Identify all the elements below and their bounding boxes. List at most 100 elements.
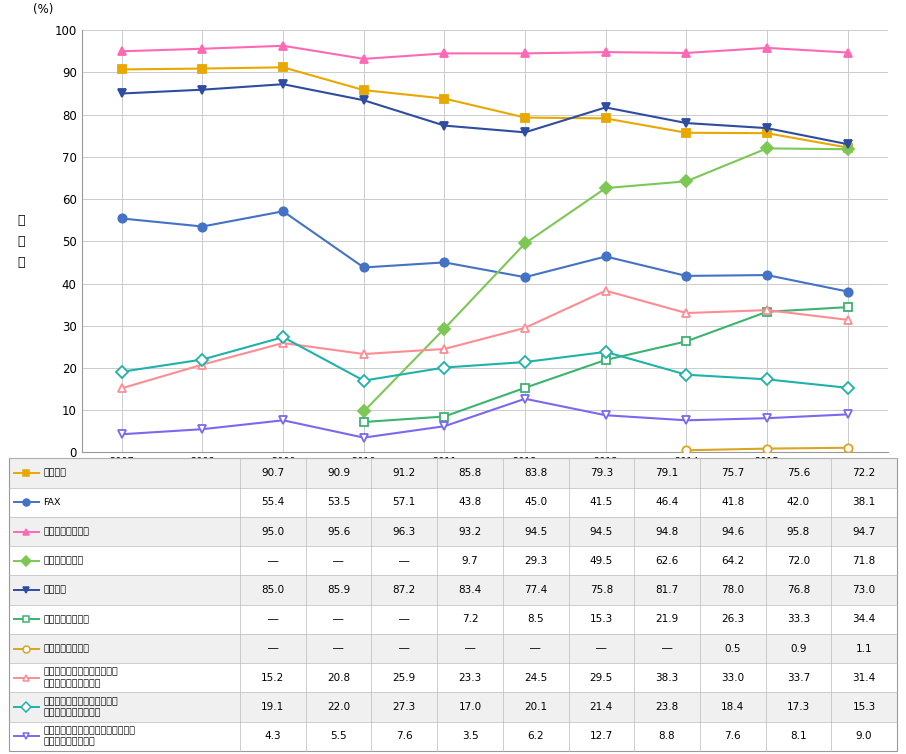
Text: 72.0: 72.0 [786,556,810,566]
Text: 57.1: 57.1 [392,498,416,507]
Text: 15.3: 15.3 [853,702,876,712]
Bar [9,575,897,605]
Text: スマートフォン: スマートフォン [43,556,83,566]
Text: ―: ― [400,644,410,654]
Text: 85.8: 85.8 [458,468,482,478]
Text: 8.1: 8.1 [790,731,806,741]
Text: 81.7: 81.7 [655,585,679,595]
Text: 85.0: 85.0 [261,585,284,595]
Text: 17.3: 17.3 [786,702,810,712]
Text: 75.7: 75.7 [721,468,745,478]
Text: ―: ― [400,615,410,624]
Text: ―: ― [596,644,606,654]
Text: 33.7: 33.7 [786,673,810,683]
Text: ―: ― [333,556,343,566]
Text: 33.0: 33.0 [721,673,745,683]
Text: 83.4: 83.4 [458,585,482,595]
Text: 12.7: 12.7 [590,731,613,741]
Text: (%): (%) [34,3,53,17]
Text: パソコン: パソコン [43,586,66,595]
Text: インターネットに接続できる
家庭用テレビゲーム機: インターネットに接続できる 家庭用テレビゲーム機 [43,668,119,688]
Text: 53.5: 53.5 [327,498,351,507]
Bar [9,458,897,488]
Text: 24.5: 24.5 [524,673,547,683]
Text: インターネットに接続できる
携帯型音楽プレイヤー: インターネットに接続できる 携帯型音楽プレイヤー [43,697,119,717]
Text: 72.2: 72.2 [853,468,876,478]
Text: 73.0: 73.0 [853,585,876,595]
Text: 46.4: 46.4 [655,498,679,507]
Text: 75.6: 75.6 [786,468,810,478]
Text: 94.7: 94.7 [853,526,876,537]
Text: ―: ― [531,644,541,654]
Text: 38.1: 38.1 [853,498,876,507]
Text: 95.6: 95.6 [327,526,351,537]
Bar [9,634,897,664]
Text: 34.4: 34.4 [853,615,876,624]
Text: 5.5: 5.5 [331,731,347,741]
Text: 71.8: 71.8 [853,556,876,566]
Text: 3.5: 3.5 [462,731,478,741]
Text: タブレット型端末: タブレット型端末 [43,615,90,624]
Text: 31.4: 31.4 [853,673,876,683]
Text: 23.8: 23.8 [655,702,679,712]
Text: 7.6: 7.6 [396,731,412,741]
Text: 43.8: 43.8 [458,498,482,507]
Bar [9,488,897,517]
Text: ウェアラブル端末: ウェアラブル端末 [43,644,90,653]
Text: 4.3: 4.3 [265,731,281,741]
Text: 1.1: 1.1 [856,644,872,654]
Text: 0.5: 0.5 [725,644,741,654]
Text: 41.5: 41.5 [590,498,613,507]
Text: 64.2: 64.2 [721,556,745,566]
Bar [9,664,897,692]
Text: 20.1: 20.1 [524,702,547,712]
Text: 38.3: 38.3 [655,673,679,683]
Text: 49.5: 49.5 [590,556,613,566]
Text: 8.5: 8.5 [527,615,544,624]
Text: 7.6: 7.6 [725,731,741,741]
Text: 75.8: 75.8 [590,585,613,595]
Text: 21.4: 21.4 [590,702,613,712]
Text: 27.3: 27.3 [392,702,416,712]
Text: 9.7: 9.7 [462,556,478,566]
Text: 0.9: 0.9 [790,644,806,654]
Text: 9.0: 9.0 [856,731,872,741]
Text: 42.0: 42.0 [786,498,810,507]
Text: 22.0: 22.0 [327,702,351,712]
Text: 79.3: 79.3 [590,468,613,478]
Text: 87.2: 87.2 [392,585,416,595]
Text: 8.8: 8.8 [659,731,675,741]
Text: 91.2: 91.2 [392,468,416,478]
Text: 19.1: 19.1 [261,702,284,712]
Text: 55.4: 55.4 [261,498,284,507]
Text: 固定電話: 固定電話 [43,468,66,477]
Text: ―: ― [268,556,278,566]
Bar [9,722,897,751]
Text: 20.8: 20.8 [327,673,351,683]
Text: ―: ― [333,644,343,654]
Text: 94.5: 94.5 [524,526,547,537]
Bar [9,692,897,722]
Text: 17.0: 17.0 [458,702,482,712]
Text: 62.6: 62.6 [655,556,679,566]
Text: 18.4: 18.4 [721,702,745,712]
Text: 76.8: 76.8 [786,585,810,595]
Text: 94.6: 94.6 [721,526,745,537]
Text: 45.0: 45.0 [524,498,547,507]
Text: 25.9: 25.9 [392,673,416,683]
Text: 90.7: 90.7 [261,468,284,478]
Text: 95.0: 95.0 [261,526,284,537]
Text: 96.3: 96.3 [392,526,416,537]
Text: 77.4: 77.4 [524,585,547,595]
Text: 85.9: 85.9 [327,585,351,595]
Bar [9,517,897,546]
Text: ―: ― [465,644,475,654]
Bar [9,546,897,575]
Text: 94.5: 94.5 [590,526,613,537]
Text: 78.0: 78.0 [721,585,745,595]
Text: ―: ― [662,644,672,654]
Text: 79.1: 79.1 [655,468,679,478]
Text: 6.2: 6.2 [527,731,544,741]
Text: モバイル端末全体: モバイル端末全体 [43,527,90,536]
Text: 7.2: 7.2 [462,615,478,624]
